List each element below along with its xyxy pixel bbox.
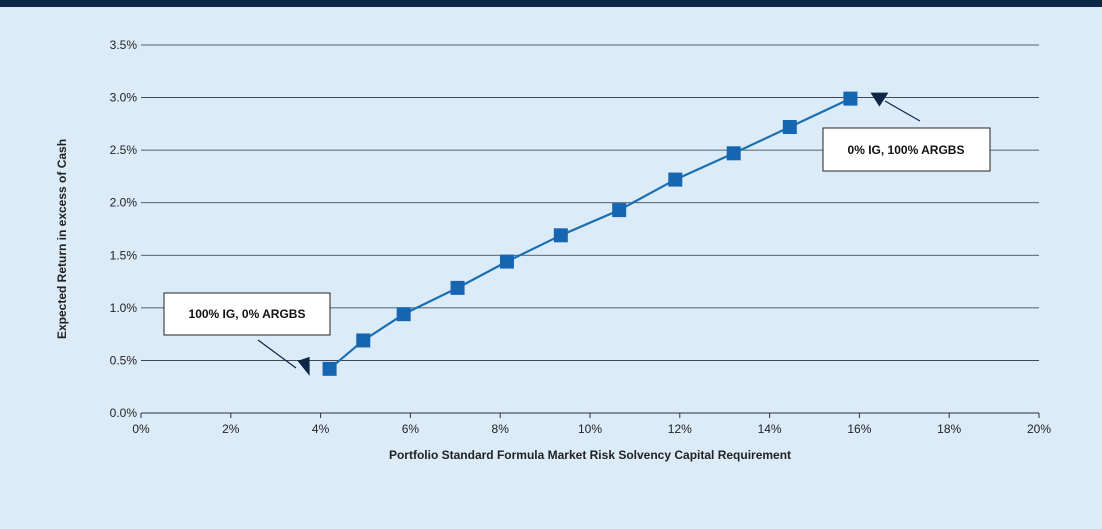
x-tick-label: 2% xyxy=(222,422,240,436)
annotation-arrowhead-right xyxy=(870,92,889,107)
series-line xyxy=(328,97,851,370)
tick-labels: 0.0% 0.5% 1.0% 1.5% 2.0% 2.5% 3.0% 3.5% 0% 2% 4% 6%… xyxy=(110,38,1052,436)
annotation-label-right: 0% IG, 100% ARGBS xyxy=(848,143,965,157)
data-point xyxy=(726,146,741,161)
data-point xyxy=(612,203,627,218)
annotation-arrowhead-left xyxy=(297,356,310,376)
annotation-arrow-line-right xyxy=(884,100,921,122)
y-tick-label: 2.0% xyxy=(110,196,138,210)
y-axis-title: Expected Return in excess of Cash xyxy=(55,139,69,339)
y-tick-label: 1.0% xyxy=(110,301,138,315)
y-tick-label: 3.5% xyxy=(110,38,138,52)
top-bar xyxy=(0,0,1102,7)
data-point xyxy=(553,228,568,243)
y-tick-label: 3.0% xyxy=(110,91,138,105)
x-tick-label: 0% xyxy=(132,422,150,436)
data-point xyxy=(782,120,797,135)
x-tick-label: 14% xyxy=(758,422,782,436)
x-tick-label: 10% xyxy=(578,422,602,436)
annotations: 100% IG, 0% ARGBS 0% IG, 100% ARGBS xyxy=(163,92,991,376)
y-tick-label: 1.5% xyxy=(110,248,138,262)
data-point xyxy=(356,333,371,348)
data-point xyxy=(668,172,683,187)
y-tick-label: 0.5% xyxy=(110,353,138,367)
x-axis-title: Portfolio Standard Formula Market Risk S… xyxy=(389,448,791,462)
annotation-arrow-line-left xyxy=(257,339,297,369)
x-tick-label: 20% xyxy=(1027,422,1051,436)
data-point xyxy=(450,280,465,295)
x-tick-label: 8% xyxy=(492,422,510,436)
data-point xyxy=(396,307,411,322)
y-tick-label: 2.5% xyxy=(110,143,138,157)
x-tick-label: 6% xyxy=(402,422,420,436)
x-tick-label: 12% xyxy=(668,422,692,436)
x-tick-label: 18% xyxy=(937,422,961,436)
data-point xyxy=(843,91,858,106)
data-point xyxy=(322,361,337,376)
series xyxy=(322,91,858,376)
annotation-label-left: 100% IG, 0% ARGBS xyxy=(189,307,306,321)
data-point xyxy=(499,254,514,269)
x-tick-label: 16% xyxy=(847,422,871,436)
axes xyxy=(140,412,1040,418)
y-tick-label: 0.0% xyxy=(110,406,138,420)
x-tick-label: 4% xyxy=(312,422,330,436)
annotation-box-right xyxy=(822,127,991,172)
annotation-box-left xyxy=(163,292,331,336)
